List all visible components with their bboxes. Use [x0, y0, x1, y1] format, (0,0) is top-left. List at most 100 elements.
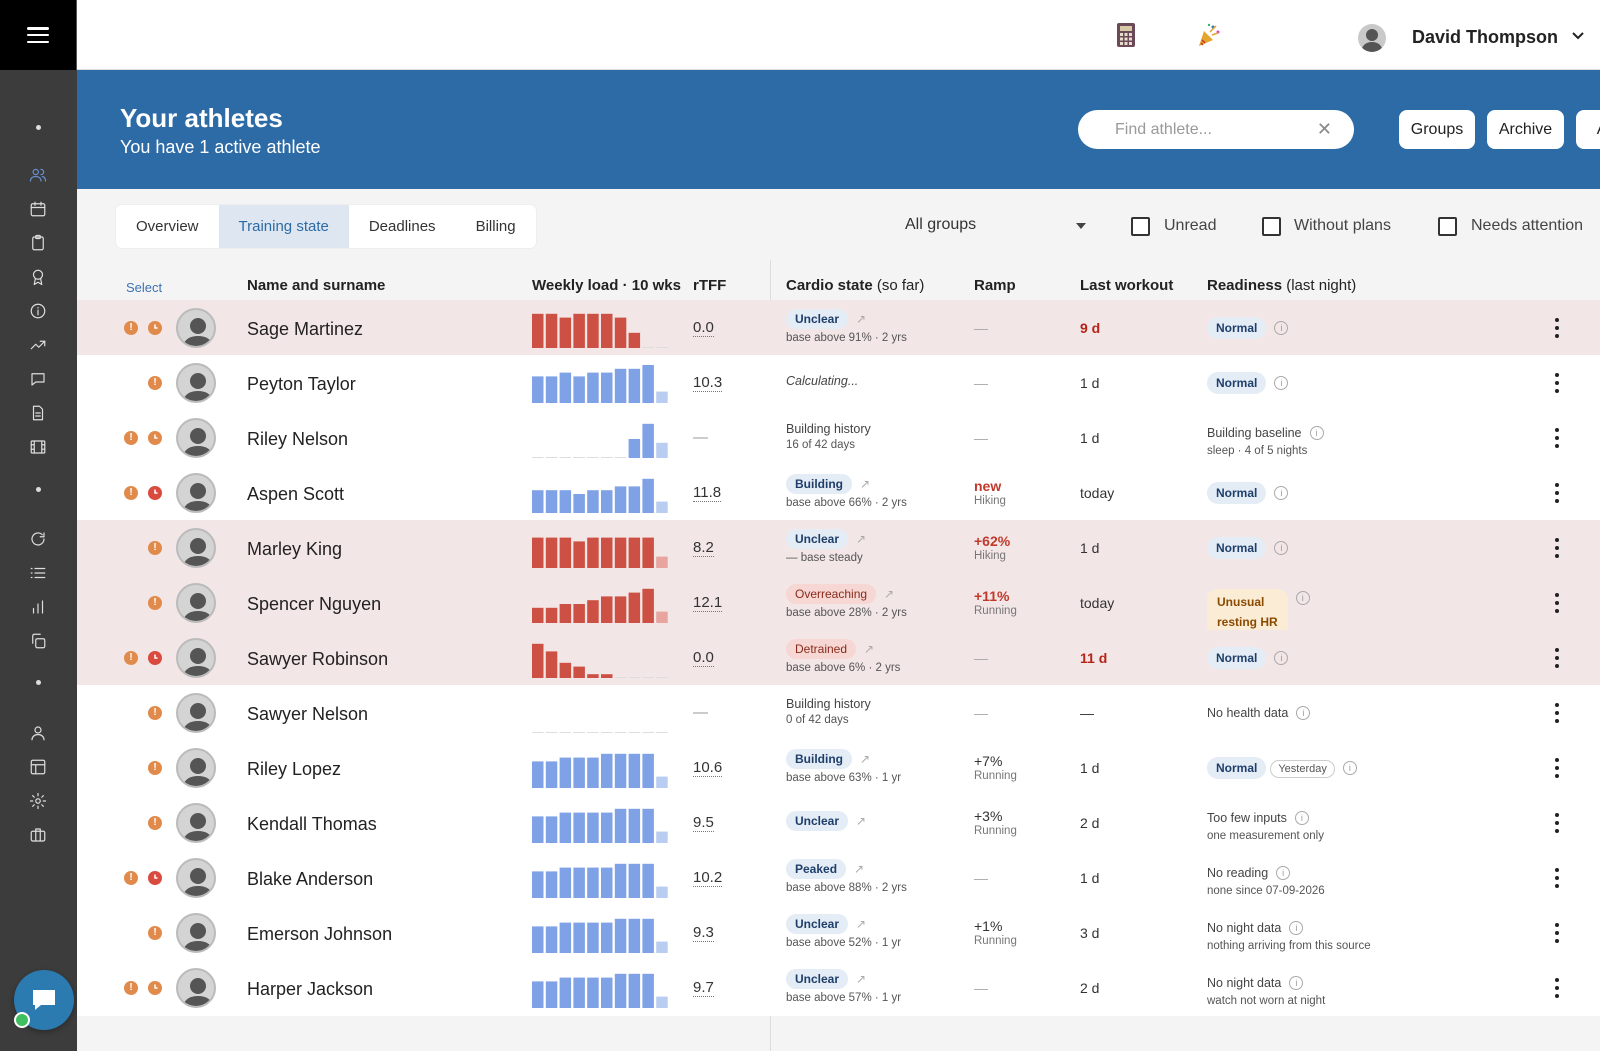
row-menu-icon[interactable] — [1554, 538, 1560, 558]
row-menu-icon[interactable] — [1554, 813, 1560, 833]
award-icon[interactable] — [28, 267, 48, 287]
calculator-icon[interactable] — [1113, 22, 1139, 48]
alert-icon[interactable]: ! — [148, 376, 162, 390]
film-icon[interactable] — [28, 437, 48, 457]
table-row[interactable]: ! Spencer Nguyen 12.1 Overreaching ↗ base abo… — [77, 575, 1600, 636]
alert-icon[interactable]: ! — [124, 871, 138, 885]
avatar[interactable] — [176, 638, 216, 678]
alert-icon[interactable]: ! — [124, 486, 138, 500]
readiness-badge[interactable]: Normal — [1207, 537, 1267, 559]
chevron-down-icon[interactable] — [1572, 30, 1584, 42]
clipboard-icon[interactable] — [28, 233, 48, 253]
message-icon[interactable] — [28, 369, 48, 389]
rtff-column-header[interactable]: rTFF — [693, 277, 727, 294]
readiness-badge[interactable]: Normal — [1207, 757, 1267, 779]
document-icon[interactable] — [28, 403, 48, 423]
table-row[interactable]: ! Blake Anderson 10.2 Peaked ↗ base above 88%… — [77, 850, 1600, 906]
calendar-icon[interactable] — [28, 199, 48, 219]
info-icon[interactable]: i — [1289, 920, 1304, 935]
alert-icon[interactable]: ! — [124, 981, 138, 995]
table-row[interactable]: ! Kendall Thomas 9.5 Unclear ↗ +3% Running 2 d T… — [77, 795, 1600, 851]
info-icon[interactable]: i — [1274, 320, 1289, 335]
table-row[interactable]: ! Emerson Johnson 9.3 Unclear ↗ base above 52… — [77, 905, 1600, 961]
readiness-badge[interactable]: Normal — [1207, 317, 1267, 339]
row-menu-icon[interactable] — [1554, 483, 1560, 503]
trend-icon[interactable] — [28, 335, 48, 355]
avatar[interactable] — [176, 913, 216, 953]
cardio-badge[interactable]: Detrained — [786, 639, 857, 659]
load-column-header[interactable]: Weekly load · 10 wks — [532, 277, 681, 294]
add-button[interactable]: Add — [1576, 110, 1600, 149]
readiness-column-header[interactable]: Readiness (last night) — [1207, 277, 1356, 294]
without-plans-label[interactable]: Without plans — [1294, 217, 1391, 234]
athlete-name[interactable]: Riley Lopez — [247, 759, 342, 779]
table-row[interactable]: ! Marley King 8.2 Unclear ↗ — base steady +62%… — [77, 520, 1600, 576]
info-icon[interactable]: i — [1276, 865, 1291, 880]
cardio-badge[interactable]: Unclear — [786, 529, 849, 549]
layout-icon[interactable] — [28, 757, 48, 777]
cardio-badge[interactable]: Building — [786, 749, 852, 769]
avatar[interactable] — [176, 473, 216, 513]
user-icon[interactable] — [28, 723, 48, 743]
info-icon[interactable] — [28, 301, 48, 321]
athlete-name[interactable]: Riley Nelson — [247, 429, 349, 449]
unread-checkbox[interactable] — [1131, 217, 1150, 236]
users-icon[interactable] — [28, 165, 48, 185]
alert-icon[interactable]: ! — [124, 321, 138, 335]
athlete-name[interactable]: Aspen Scott — [247, 484, 345, 504]
cardio-badge[interactable]: Unclear — [786, 309, 849, 329]
clock-icon[interactable] — [148, 431, 162, 445]
row-menu-icon[interactable] — [1554, 978, 1560, 998]
athlete-name[interactable]: Spencer Nguyen — [247, 594, 382, 614]
info-icon[interactable]: i — [1295, 591, 1310, 605]
groups-button[interactable]: Groups — [1399, 110, 1475, 149]
archive-button[interactable]: Archive — [1487, 110, 1564, 149]
avatar[interactable] — [176, 363, 216, 403]
info-icon[interactable]: i — [1274, 540, 1289, 555]
alert-icon[interactable]: ! — [148, 706, 162, 720]
readiness-badge[interactable]: Normal — [1207, 482, 1267, 504]
copy-icon[interactable] — [28, 631, 48, 651]
row-menu-icon[interactable] — [1554, 373, 1560, 393]
avatar[interactable] — [176, 693, 216, 733]
clock-icon[interactable] — [148, 981, 162, 995]
row-menu-icon[interactable] — [1554, 758, 1560, 778]
alert-icon[interactable]: ! — [148, 596, 162, 610]
info-icon[interactable]: i — [1309, 425, 1324, 440]
athlete-name[interactable]: Marley King — [247, 539, 343, 559]
avatar[interactable] — [176, 968, 216, 1008]
briefcase-icon[interactable] — [28, 825, 48, 845]
table-row[interactable]: ! Sawyer Robinson 0.0 Detrained ↗ base above … — [77, 630, 1600, 686]
clock-icon[interactable] — [148, 871, 162, 885]
readiness-badge[interactable]: Unusual resting HR — [1207, 589, 1288, 636]
table-row[interactable]: ! Sage Martinez 0.0 Unclear ↗ base above 91% … — [77, 300, 1600, 356]
list-icon[interactable] — [28, 563, 48, 583]
row-menu-icon[interactable] — [1554, 703, 1560, 723]
row-menu-icon[interactable] — [1554, 648, 1560, 668]
info-icon[interactable]: i — [1274, 650, 1289, 665]
menu-toggle[interactable] — [0, 0, 77, 70]
ramp-column-header[interactable]: Ramp — [974, 277, 1016, 294]
row-menu-icon[interactable] — [1554, 593, 1560, 613]
athlete-name[interactable]: Blake Anderson — [247, 869, 374, 889]
alert-icon[interactable]: ! — [148, 541, 162, 555]
alert-icon[interactable]: ! — [124, 651, 138, 665]
cardio-column-header[interactable]: Cardio state (so far) — [786, 277, 924, 294]
tab-deadlines[interactable]: Deadlines — [368, 218, 436, 235]
avatar[interactable] — [176, 528, 216, 568]
info-icon[interactable]: i — [1342, 760, 1357, 775]
readiness-badge[interactable]: Normal — [1207, 647, 1267, 669]
last-workout-column-header[interactable]: Last workout — [1080, 277, 1174, 294]
cardio-badge[interactable]: Unclear — [786, 969, 849, 989]
cardio-badge[interactable]: Unclear — [786, 811, 849, 831]
tab-billing[interactable]: Billing — [475, 218, 516, 235]
table-row[interactable]: ! Riley Lopez 10.6 Building ↗ base above 63% … — [77, 740, 1600, 796]
info-icon[interactable]: i — [1274, 375, 1289, 390]
group-select[interactable]: All groups — [905, 216, 977, 233]
tab-training-state[interactable]: Training state — [218, 205, 349, 248]
unread-label[interactable]: Unread — [1164, 217, 1217, 234]
athlete-name[interactable]: Sawyer Robinson — [247, 649, 389, 669]
table-row[interactable]: ! Peyton Taylor 10.3 Calculating... — 1 d Norm… — [77, 355, 1600, 411]
party-popper-icon[interactable] — [1196, 22, 1222, 48]
table-row[interactable]: ! Sawyer Nelson — Building history 0 of 42 d… — [77, 685, 1600, 741]
